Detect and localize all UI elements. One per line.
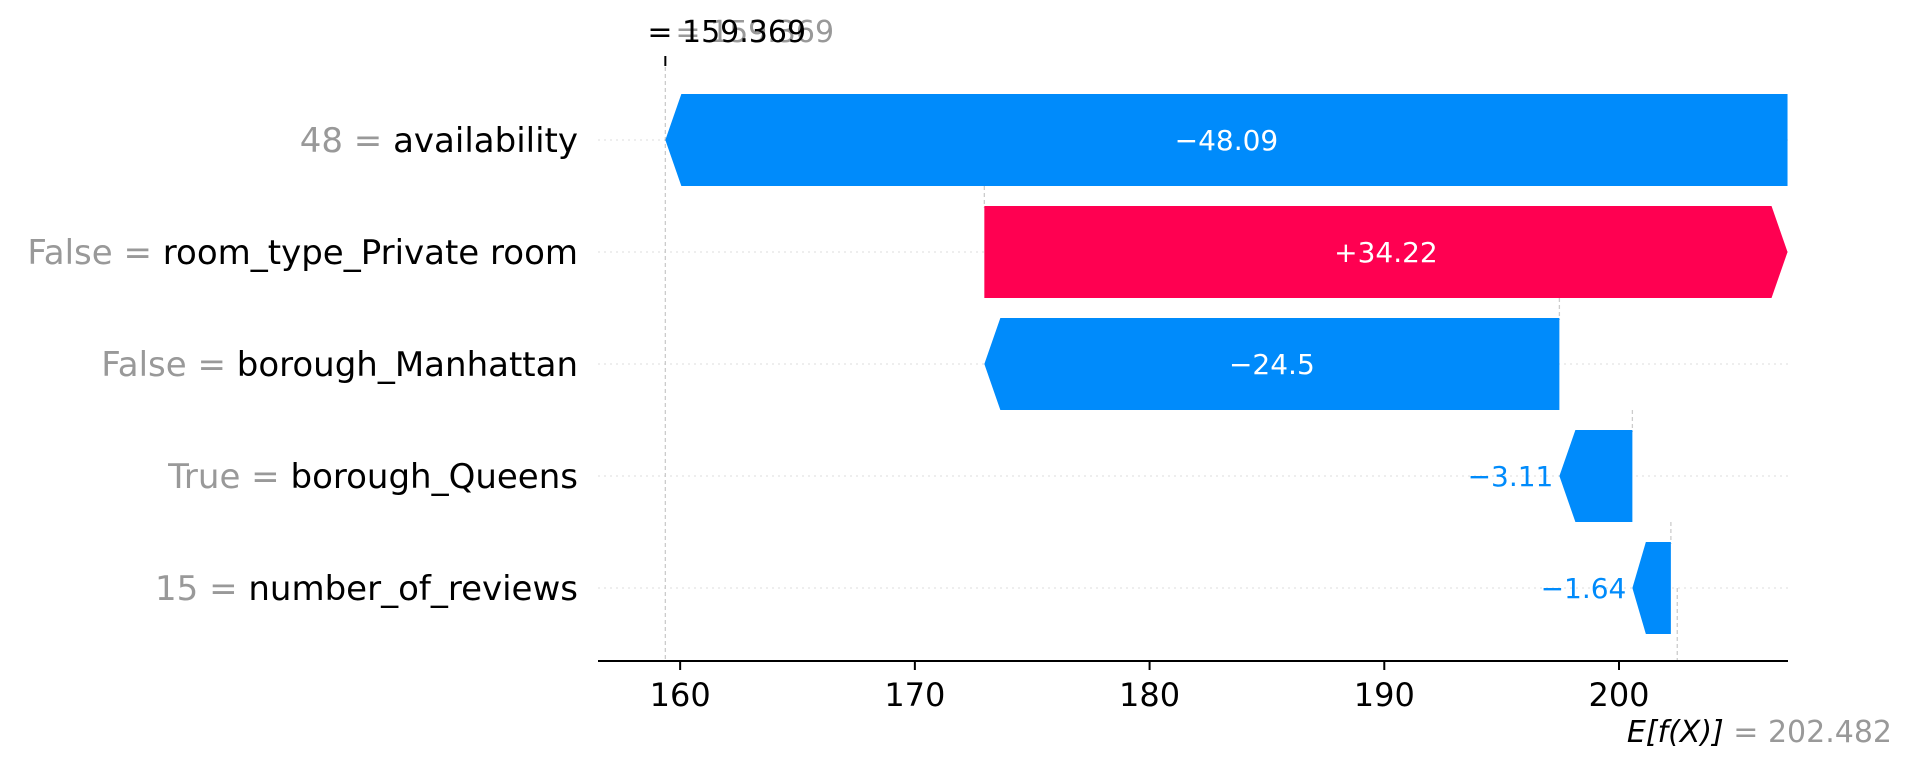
feature-name: room_type_Private room xyxy=(163,233,578,273)
x-tick-label: 200 xyxy=(1588,676,1649,714)
x-tick-label: 160 xyxy=(650,676,711,714)
x-tick-label: 180 xyxy=(1119,676,1180,714)
feature-label: False = room_type_Private room xyxy=(27,233,578,273)
feature-name: borough_Manhattan xyxy=(237,345,578,385)
bar-borough_queens xyxy=(1559,430,1633,522)
x-tick-label: 170 xyxy=(884,676,945,714)
bar-availability xyxy=(665,94,1788,186)
feature-value: True = xyxy=(167,457,290,497)
feature-label: True = borough_Queens xyxy=(167,457,578,497)
bar-number_of_reviews xyxy=(1632,542,1671,634)
feature-name: borough_Queens xyxy=(290,457,578,497)
bar-value-label: +34.22 xyxy=(1334,236,1438,269)
x-axis: 160 170 180 190 200 xyxy=(598,660,1788,714)
feature-value: 48 = xyxy=(300,121,393,161)
base-value-label: E[f(X)] = 202.482 xyxy=(1627,715,1892,750)
base-value-lhs: E[f(X)] xyxy=(1627,715,1733,750)
feature-label: 48 = availability xyxy=(300,121,578,161)
bars: −48.09 +34.22 −24.5 −3.11 −1.64 xyxy=(665,94,1788,634)
fx-label: = 159.369 xyxy=(647,15,806,50)
feature-value: False = xyxy=(101,345,236,385)
fx-label-gray: = 159.369 xyxy=(675,15,834,50)
feature-name: availability xyxy=(393,121,578,161)
feature-name: number_of_reviews xyxy=(248,569,578,609)
bar-value-label: −48.09 xyxy=(1175,124,1279,157)
bar-borough_manhattan xyxy=(984,318,1560,410)
bar-value-label: −3.11 xyxy=(1468,460,1554,493)
annotations: = 159.369= 159.369 E[f(X)] = 202.482 xyxy=(647,15,1892,750)
feature-value: False = xyxy=(27,233,162,273)
feature-labels: 48 = availability False = room_type_Priva… xyxy=(27,121,578,609)
bar-room_type_private-room xyxy=(984,206,1788,298)
feature-value: 15 = xyxy=(155,569,248,609)
x-tick-label: 190 xyxy=(1354,676,1415,714)
feature-label: False = borough_Manhattan xyxy=(101,345,578,385)
bar-value-label: −24.5 xyxy=(1229,348,1315,381)
bar-value-label: −1.64 xyxy=(1541,572,1627,605)
base-value-rhs: = 202.482 xyxy=(1733,715,1892,750)
feature-label: 15 = number_of_reviews xyxy=(155,569,578,609)
